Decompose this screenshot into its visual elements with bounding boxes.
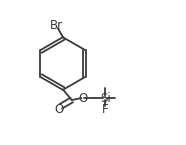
Text: O: O: [55, 103, 64, 116]
Text: O: O: [78, 92, 87, 105]
Text: F: F: [102, 103, 109, 116]
Text: Si: Si: [100, 92, 111, 105]
Text: Br: Br: [49, 19, 63, 32]
